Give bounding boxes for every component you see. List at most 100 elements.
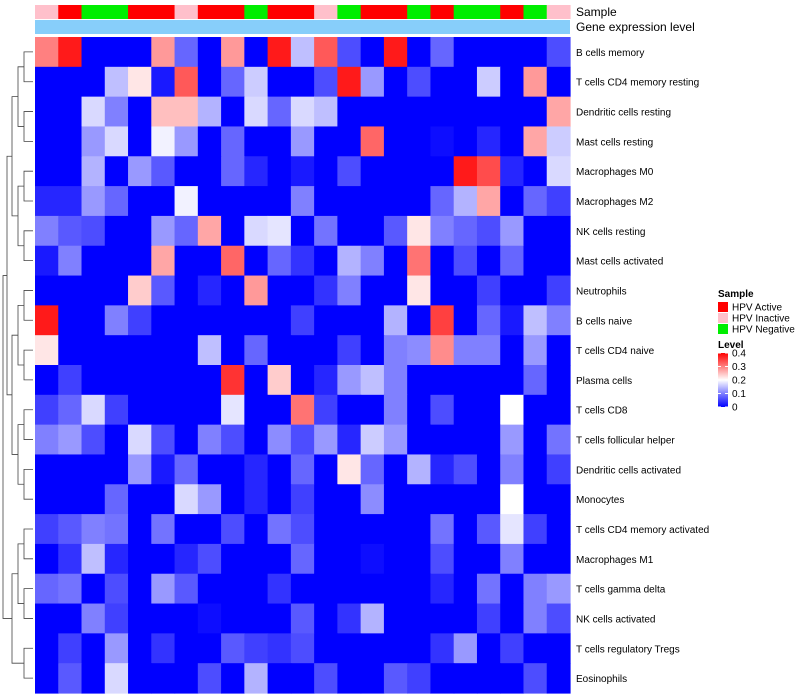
heatmap-cell <box>360 156 385 187</box>
heatmap-cell <box>500 96 525 128</box>
heatmap-cell <box>523 484 548 515</box>
heatmap-cell <box>430 215 455 247</box>
heatmap-cell <box>35 37 59 68</box>
heatmap-cell <box>197 454 222 485</box>
heatmap-cell <box>128 305 152 336</box>
heatmap-cell <box>407 37 432 68</box>
heatmap-cell <box>407 573 432 605</box>
heatmap-cell <box>407 66 432 98</box>
heatmap-cell <box>500 484 525 515</box>
heatmap-cell <box>35 454 59 485</box>
heatmap-cell <box>128 424 152 456</box>
heatmap-cell <box>383 126 408 157</box>
heatmap-cell <box>290 514 315 545</box>
heatmap-cell <box>58 156 83 187</box>
heatmap-cell <box>314 305 338 336</box>
heatmap-cell <box>523 543 548 575</box>
heatmap-cell <box>81 156 106 187</box>
heatmap-cell <box>244 66 269 98</box>
row-label-mast-cells-resting: Mast cells resting <box>576 137 653 148</box>
heatmap-cell <box>221 335 245 366</box>
heatmap-cell <box>244 156 269 187</box>
heatmap-cell <box>128 66 152 98</box>
heatmap-cell <box>360 275 385 306</box>
heatmap-cell <box>546 543 571 575</box>
heatmap-cell <box>81 573 106 605</box>
heatmap-cell <box>267 514 292 545</box>
heatmap-cell <box>58 66 83 98</box>
row-label-nk-cells-activated: NK cells activated <box>576 614 655 625</box>
heatmap-cell <box>58 573 83 605</box>
heatmap-cell <box>337 573 362 605</box>
heatmap-cell <box>104 543 129 575</box>
heatmap-cell <box>546 454 571 485</box>
heatmap-cell <box>151 514 176 545</box>
heatmap-cell <box>476 335 501 366</box>
heatmap-cell <box>290 126 315 157</box>
dendrogram-branch <box>17 424 24 485</box>
heatmap-cell <box>290 335 315 366</box>
heatmap-cell <box>244 126 269 157</box>
heatmap-cell <box>267 245 292 277</box>
heatmap-cell <box>81 186 106 217</box>
heatmap-cell <box>151 126 176 157</box>
sample-annotation-cell-hpv-inactive <box>174 5 199 19</box>
heatmap-cell <box>383 245 408 277</box>
heatmap-cell <box>500 245 525 277</box>
heatmap-cell <box>546 156 571 187</box>
heatmap-cell <box>314 156 338 187</box>
row-label-nk-cells-resting: NK cells resting <box>576 227 645 238</box>
heatmap-cell <box>523 96 548 128</box>
heatmap-cell <box>500 66 525 98</box>
heatmap-cell <box>500 37 525 68</box>
heatmap-cell <box>151 335 176 366</box>
heatmap-cell <box>430 424 455 456</box>
dendrogram-branch <box>23 290 33 321</box>
legend-level-tick-label: 0.3 <box>732 362 746 373</box>
heatmap-cell <box>128 156 152 187</box>
dendrogram-branch <box>23 51 33 83</box>
row-label-b-cells-naive: B cells naive <box>576 316 633 327</box>
heatmap-cell <box>314 365 338 396</box>
heatmap-cell <box>267 633 292 664</box>
sample-annotation-cell-hpv-negative <box>244 5 269 19</box>
heatmap-cell <box>360 305 385 336</box>
heatmap-cell <box>290 633 315 664</box>
heatmap-cell <box>500 394 525 426</box>
heatmap-cell <box>267 573 292 605</box>
heatmap-cell <box>151 305 176 336</box>
heatmap-cell <box>476 394 501 426</box>
heatmap-cell <box>58 663 83 694</box>
heatmap-cell <box>104 424 129 456</box>
heatmap-cell <box>360 335 385 366</box>
heatmap-cell <box>221 424 245 456</box>
heatmap-cell <box>174 186 199 217</box>
heatmap-cell <box>500 573 525 605</box>
heatmap-cell <box>244 633 269 664</box>
heatmap-cell <box>407 663 432 694</box>
heatmap-cell <box>58 305 83 336</box>
heatmap-cell <box>500 633 525 664</box>
heatmap-cell <box>174 215 199 247</box>
heatmap-cell <box>267 66 292 98</box>
heatmap-cell <box>58 424 83 456</box>
heatmap-cell <box>174 663 199 694</box>
heatmap-cell <box>290 37 315 68</box>
heatmap-cell <box>197 573 222 605</box>
heatmap-cell <box>523 37 548 68</box>
heatmap-cell <box>337 454 362 485</box>
heatmap-cell <box>174 394 199 426</box>
heatmap-cell <box>314 245 338 277</box>
heatmap-cell <box>523 424 548 456</box>
heatmap-cell <box>35 156 59 187</box>
heatmap-cell <box>476 663 501 694</box>
heatmap-cell <box>430 245 455 277</box>
heatmap-cell <box>267 424 292 456</box>
heatmap-cell <box>128 633 152 664</box>
heatmap-cell <box>104 573 129 605</box>
heatmap-cell <box>314 37 338 68</box>
dendrogram-branch <box>23 349 33 381</box>
heatmap-cell <box>197 514 222 545</box>
row-labels: B cells memory T cells CD4 memory resting… <box>576 48 709 685</box>
heatmap-cell <box>500 603 525 634</box>
